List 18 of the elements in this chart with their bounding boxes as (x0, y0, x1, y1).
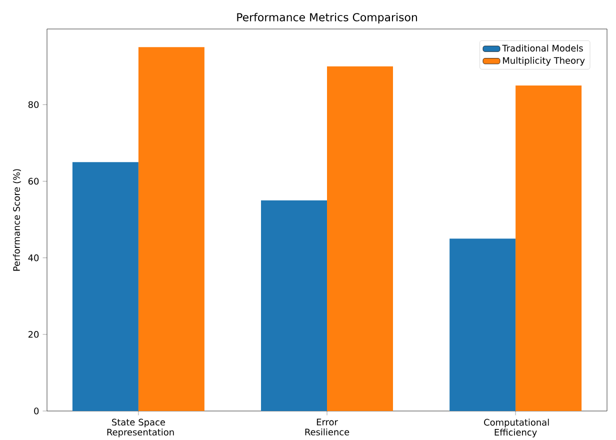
bar (138, 47, 204, 411)
y-tick-label: 0 (34, 408, 39, 414)
x-tick-label: Computational Efficiency (484, 418, 549, 438)
y-tick-label: 40 (28, 254, 39, 262)
bar (327, 66, 393, 411)
legend-label: Traditional Models (502, 44, 583, 52)
bar (516, 85, 582, 411)
bar (450, 238, 516, 411)
x-tick-label: Error Resilience (305, 418, 350, 436)
bar (72, 162, 138, 411)
bar (261, 200, 328, 411)
y-axis-title: Performance Score (%) (12, 169, 21, 271)
y-tick-label: 20 (28, 331, 39, 338)
legend-label: Multiplicity Theory (503, 56, 585, 66)
chart-title: Performance Metrics Comparison (237, 12, 417, 24)
y-tick-label: 60 (28, 178, 39, 185)
y-tick-label: 80 (28, 101, 39, 108)
x-tick-label: State Space Representation (107, 418, 174, 438)
